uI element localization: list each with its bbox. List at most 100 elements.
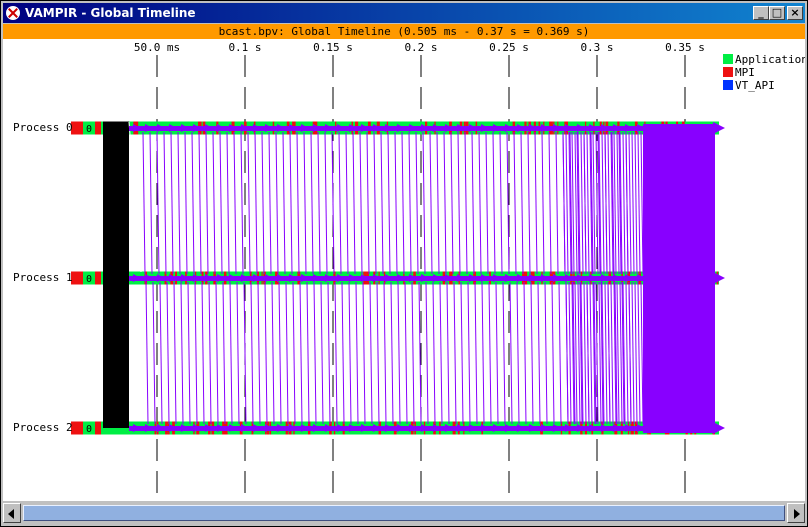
message-arrowhead xyxy=(169,424,177,432)
horizontal-scrollbar[interactable] xyxy=(3,503,805,523)
message-arrowhead xyxy=(181,274,189,282)
tick-label: 0.1 s xyxy=(228,41,262,54)
message-arrowhead xyxy=(265,424,273,432)
arrow-right-icon xyxy=(794,509,800,519)
message-arrowhead xyxy=(289,124,297,132)
close-button[interactable]: × xyxy=(787,6,803,20)
message-arrowhead xyxy=(385,124,393,132)
message-arrowhead xyxy=(241,274,249,282)
message-line xyxy=(576,131,580,275)
message-line xyxy=(523,281,527,425)
message-arrowhead xyxy=(193,124,201,132)
message-arrowhead xyxy=(289,274,297,282)
scroll-thumb[interactable] xyxy=(23,505,785,521)
message-line xyxy=(201,281,205,425)
tick-label: 50.0 ms xyxy=(133,41,181,54)
message-line xyxy=(415,131,419,275)
message-line xyxy=(219,131,223,275)
title-bar[interactable]: VAMPIR - Global Timeline _ □ × xyxy=(3,3,805,23)
message-line xyxy=(348,281,352,425)
maximize-button[interactable]: □ xyxy=(769,6,785,20)
message-line xyxy=(142,131,146,275)
message-arrowhead xyxy=(649,424,657,432)
message-arrowhead xyxy=(337,274,345,282)
message-line xyxy=(625,131,629,275)
message-line xyxy=(611,131,615,275)
message-arrowhead xyxy=(565,124,573,132)
minimize-button[interactable]: _ xyxy=(753,6,769,20)
message-line xyxy=(289,131,293,275)
message-line xyxy=(601,131,605,275)
message-arrowhead xyxy=(241,124,249,132)
app-icon[interactable] xyxy=(6,6,20,20)
message-arrowhead xyxy=(649,124,657,132)
process-1-label[interactable]: Process 1 xyxy=(13,271,73,284)
message-arrowhead xyxy=(625,274,633,282)
message-arrowhead xyxy=(713,122,725,134)
message-line xyxy=(574,281,578,425)
timeline-svg[interactable]: 0 0 0 xyxy=(3,39,805,501)
process-0-label[interactable]: Process 0 xyxy=(13,121,73,134)
message-line xyxy=(502,281,506,425)
message-line xyxy=(499,131,503,275)
message-line xyxy=(580,281,584,425)
message-arrowhead xyxy=(337,124,345,132)
arrow-left-icon xyxy=(8,509,14,519)
message-line xyxy=(640,281,644,425)
scroll-left-button[interactable] xyxy=(3,503,21,523)
message-arrowhead xyxy=(505,424,513,432)
message-line xyxy=(565,281,569,425)
message-line xyxy=(569,131,573,275)
message-line xyxy=(208,281,212,425)
legend-item-application: Application xyxy=(723,53,805,66)
legend-item-vt-api: VT_API xyxy=(723,79,805,92)
message-arrowhead xyxy=(713,272,725,284)
message-arrowhead xyxy=(349,274,357,282)
message-line xyxy=(558,281,562,425)
message-line xyxy=(394,131,398,275)
message-arrowhead xyxy=(373,124,381,132)
global-timeline-canvas[interactable]: 0 0 0 50.0 ms 0.1 s 0.15 s 0.2 s 0.25 s 0.3 s 0.… xyxy=(3,39,805,501)
message-line xyxy=(215,281,219,425)
message-line xyxy=(380,131,384,275)
message-line xyxy=(610,281,614,425)
message-line xyxy=(278,281,282,425)
message-line xyxy=(600,281,604,425)
message-line xyxy=(376,281,380,425)
message-line xyxy=(254,131,258,275)
message-arrowhead xyxy=(385,274,393,282)
message-line xyxy=(457,131,461,275)
message-line xyxy=(593,281,597,425)
message-arrowhead xyxy=(205,274,213,282)
message-line xyxy=(621,281,625,425)
message-arrowhead xyxy=(661,124,669,132)
message-arrowhead xyxy=(469,424,477,432)
message-arrowhead xyxy=(625,124,633,132)
message-line xyxy=(264,281,268,425)
message-arrowhead xyxy=(409,424,417,432)
message-arrowhead xyxy=(637,124,645,132)
message-arrowhead xyxy=(397,274,405,282)
message-line xyxy=(631,131,635,275)
legend-label: MPI xyxy=(735,66,755,79)
message-line xyxy=(568,281,572,425)
message-line xyxy=(292,281,296,425)
message-line xyxy=(187,281,191,425)
message-arrowhead xyxy=(577,124,585,132)
message-line xyxy=(574,131,578,275)
message-line xyxy=(296,131,300,275)
message-arrowhead xyxy=(361,424,369,432)
message-line xyxy=(562,131,566,275)
message-line xyxy=(619,281,623,425)
message-line xyxy=(583,281,587,425)
legend-label: VT_API xyxy=(735,79,775,92)
message-line xyxy=(537,281,541,425)
message-line xyxy=(261,131,265,275)
message-line xyxy=(159,281,163,425)
message-arrowhead xyxy=(421,124,429,132)
message-line xyxy=(640,131,644,275)
scroll-right-button[interactable] xyxy=(787,503,805,523)
message-line xyxy=(166,281,170,425)
process-2-label[interactable]: Process 2 xyxy=(13,421,73,434)
message-arrowhead xyxy=(145,124,153,132)
